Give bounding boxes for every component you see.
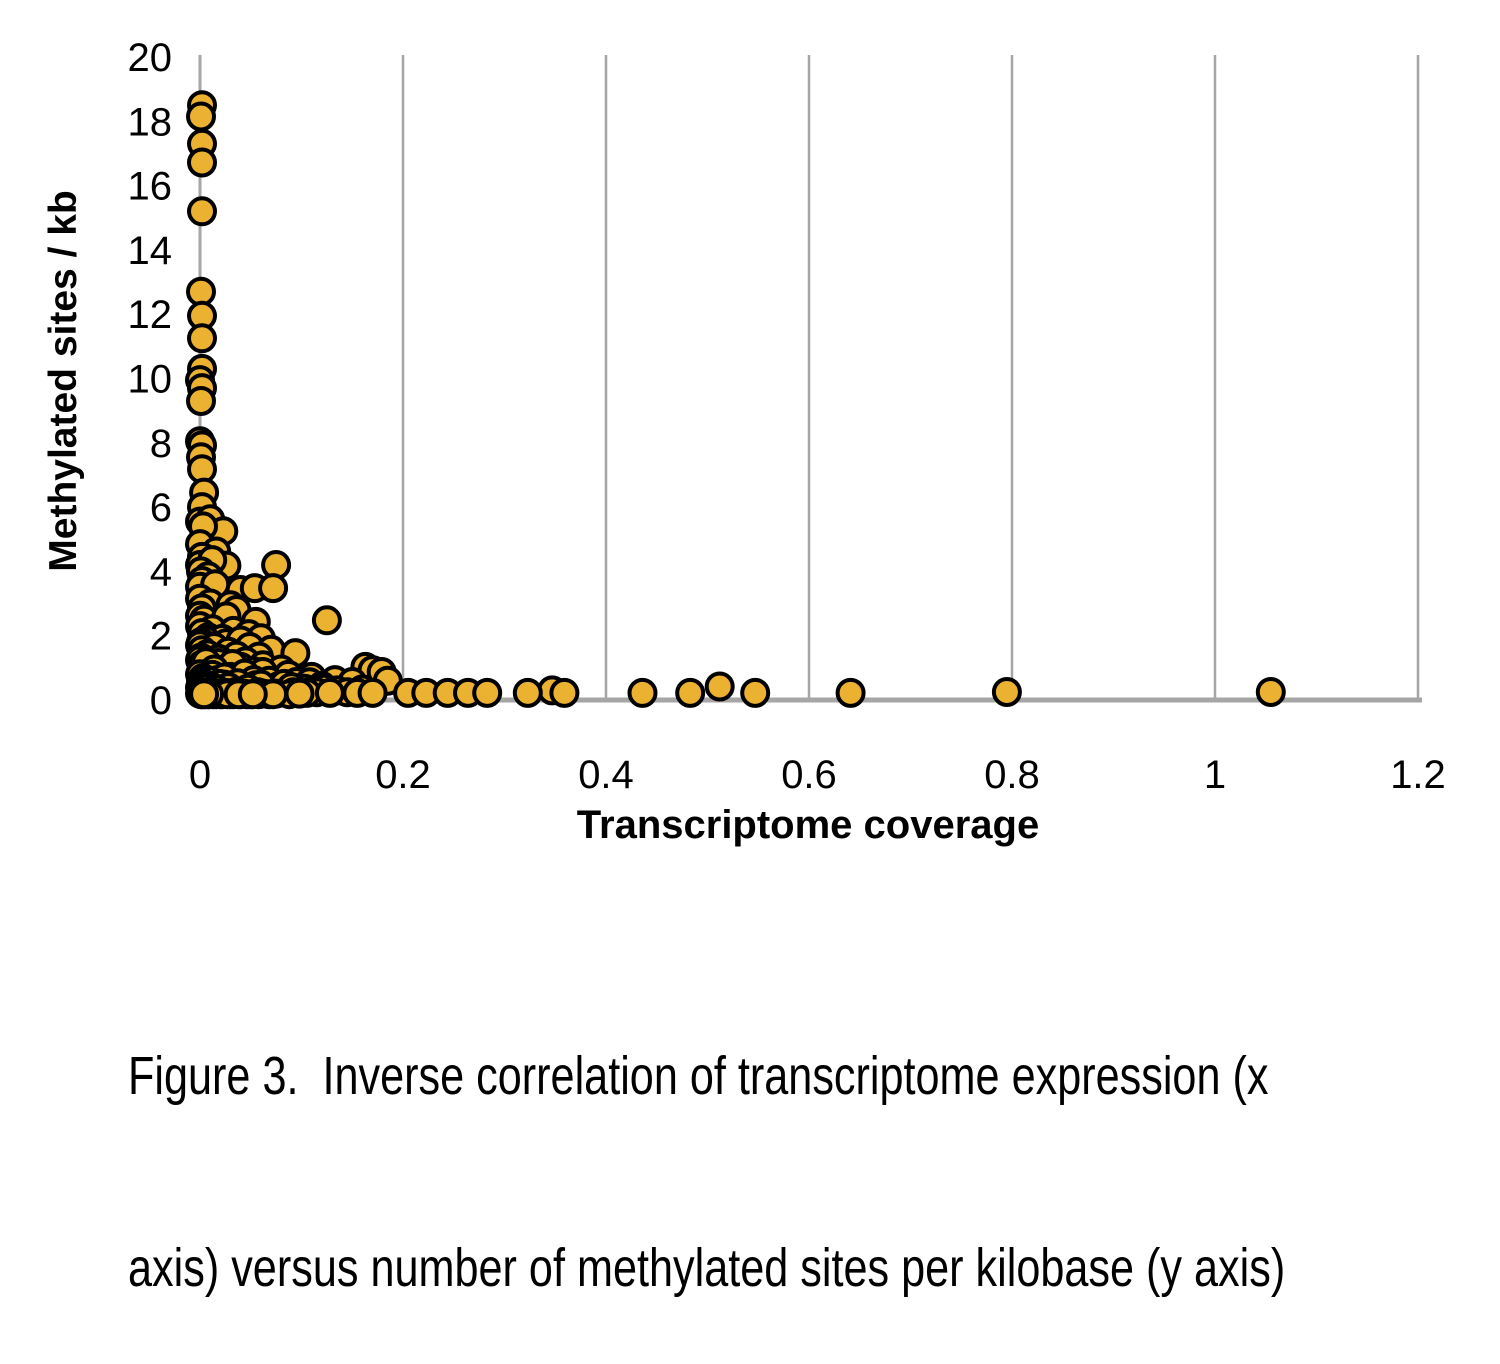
scatter-point (627, 677, 658, 708)
caption-line-2: axis) versus number of methylated sites … (128, 1238, 1286, 1298)
y-tick-label: 0 (150, 679, 172, 723)
y-tick-label: 20 (128, 36, 173, 80)
x-tick-label: 0.6 (781, 753, 837, 797)
scatter-point (549, 677, 580, 708)
scatter-point (187, 323, 217, 354)
scatter-point (284, 678, 315, 709)
scatter-point (740, 677, 771, 708)
scatter-point (187, 147, 217, 178)
scatter-point (675, 677, 706, 708)
y-tick-label: 16 (128, 165, 173, 209)
scatter-point (1255, 677, 1286, 707)
scatter-point (237, 679, 268, 710)
scatter-chart: Methylated sites / kb Transcriptome cove… (42, 36, 1446, 847)
x-tick-label: 0.4 (578, 753, 634, 797)
x-tick-label: 0 (189, 753, 211, 797)
scatter-point (357, 677, 388, 708)
y-tick-label: 12 (128, 293, 173, 337)
y-tick-label: 6 (150, 486, 172, 530)
scatter-point (835, 677, 866, 708)
chart-canvas: Methylated sites / kb Transcriptome cove… (42, 36, 1446, 847)
x-axis-title: Transcriptome coverage (577, 803, 1039, 847)
scatter-point (186, 276, 216, 307)
scatter-point (258, 573, 289, 604)
x-tick-label: 0.8 (984, 753, 1040, 797)
scatter-point (704, 671, 735, 702)
caption-line-1: Figure 3. Inverse correlation of transcr… (128, 1046, 1269, 1106)
y-tick-label: 2 (150, 615, 172, 659)
scatter-point (187, 196, 217, 227)
scatter-point (991, 677, 1022, 707)
x-tick-label: 0.2 (375, 753, 431, 797)
scatter-point (311, 605, 342, 636)
figure-caption: Figure 3. Inverse correlation of transcr… (128, 916, 1285, 1364)
y-tick-label: 18 (128, 100, 173, 144)
scatter-point (314, 677, 345, 708)
x-tick-label: 1.2 (1390, 753, 1446, 797)
y-tick-label: 14 (128, 229, 173, 273)
scatter-point (186, 386, 216, 416)
y-tick-label: 4 (150, 550, 172, 594)
scatter-point (189, 679, 220, 710)
scatter-point (186, 101, 216, 132)
scatter-point (472, 677, 503, 708)
y-axis-title: Methylated sites / kb (42, 190, 85, 571)
y-tick-label: 10 (128, 358, 173, 402)
x-tick-label: 1 (1204, 753, 1226, 797)
y-tick-label: 8 (150, 422, 172, 466)
scatter-point (512, 677, 543, 708)
